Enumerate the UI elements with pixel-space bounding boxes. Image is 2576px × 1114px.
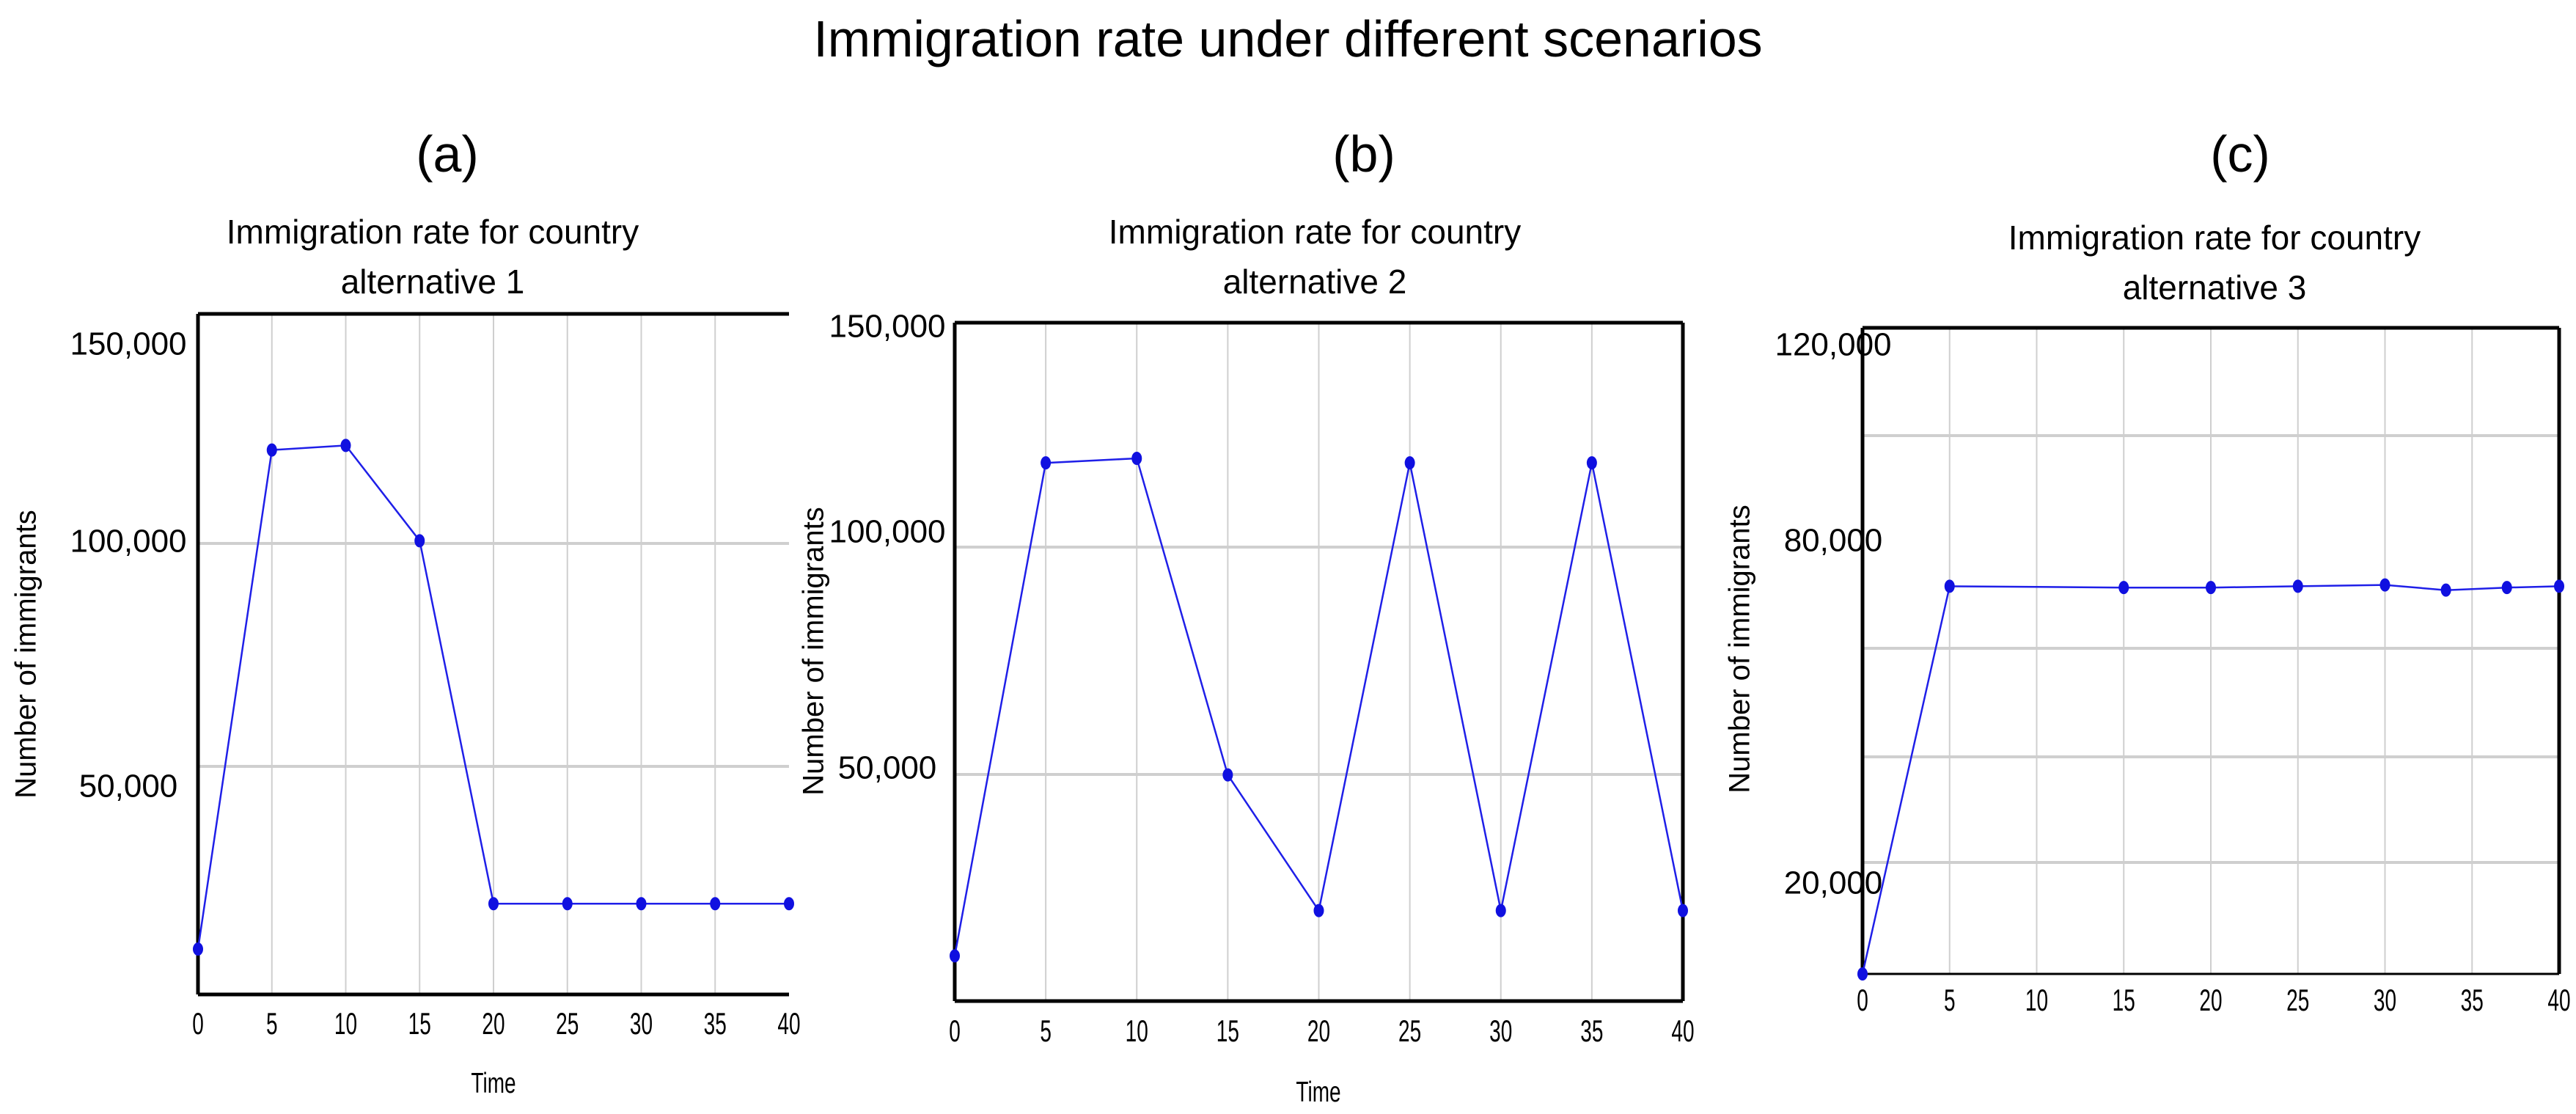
data-point: [193, 942, 203, 956]
data-point: [562, 897, 573, 911]
x-tick-label: 15: [408, 1006, 431, 1041]
x-tick-label: 30: [1489, 1014, 1512, 1048]
x-tick-label: 0: [1857, 983, 1868, 1017]
y-tick-label: 20,000: [1784, 865, 1883, 901]
data-point: [950, 949, 960, 963]
data-point: [1678, 904, 1688, 917]
x-tick-label: 20: [482, 1006, 504, 1041]
chart-title-c-line1: Immigration rate for country: [2008, 219, 2421, 257]
x-tick-label: 30: [630, 1006, 653, 1041]
data-point: [1944, 579, 1955, 593]
y-tick-label: 150,000: [829, 309, 945, 345]
x-axis-label: Time: [471, 1067, 515, 1099]
chart-a: 0 5 10 15 20 25 30 35 40 150,000 100,000 50,000 Numb…: [10, 312, 801, 1099]
data-point: [2440, 583, 2451, 597]
chart-c: 0 5 10 15 20 25 30 35 40 120,000 80,000 20,000 Numbe…: [1724, 326, 2571, 1017]
data-point: [1586, 456, 1597, 470]
chart-title-b-line2: alternative 2: [1222, 263, 1407, 301]
data-point: [1857, 967, 1868, 981]
x-tick-label: 40: [2547, 983, 2570, 1017]
x-tick-label: 25: [1398, 1014, 1421, 1048]
data-point: [340, 439, 351, 452]
y-tick-label: 50,000: [838, 750, 937, 786]
x-tick-label: 40: [777, 1006, 800, 1041]
data-point: [710, 897, 721, 911]
x-tick-label: 35: [1580, 1014, 1603, 1048]
data-point: [1131, 452, 1142, 465]
data-point: [2206, 581, 2216, 595]
y-tick-label: 50,000: [79, 769, 178, 805]
data-point: [2501, 581, 2512, 595]
panel-label-c: (c): [2210, 125, 2270, 183]
chart-title-c-line2: alternative 3: [2122, 268, 2307, 307]
data-point: [2379, 578, 2390, 592]
data-point: [2554, 579, 2564, 593]
data-point: [414, 534, 425, 548]
data-point: [1041, 456, 1052, 470]
y-tick-label: 80,000: [1784, 523, 1883, 559]
y-axis-label: Number of immigrants: [1724, 505, 1756, 793]
data-point: [1222, 768, 1233, 782]
x-tick-label: 5: [266, 1006, 278, 1041]
x-tick-label: 10: [334, 1006, 357, 1041]
chart-title-a-line2: alternative 1: [340, 263, 525, 301]
data-point: [1495, 904, 1506, 917]
y-tick-label: 120,000: [1775, 327, 1891, 363]
x-tick-label: 10: [1126, 1014, 1148, 1048]
y-tick-label: 100,000: [70, 524, 186, 560]
x-tick-label: 35: [704, 1006, 727, 1041]
figure-title: Immigration rate under different scenari…: [813, 10, 1763, 67]
x-tick-label: 25: [556, 1006, 579, 1041]
x-tick-label: 10: [2025, 983, 2048, 1017]
data-point: [2292, 579, 2303, 593]
y-tick-label: 150,000: [70, 326, 186, 362]
x-tick-label: 40: [1671, 1014, 1694, 1048]
chart-title-c: Immigration rate for country alternative…: [1885, 213, 2544, 312]
chart-title-b: Immigration rate for country alternative…: [985, 207, 1645, 307]
x-tick-label: 25: [2286, 983, 2309, 1017]
x-tick-label: 20: [2199, 983, 2222, 1017]
x-axis-label: Time: [1296, 1076, 1340, 1108]
data-point: [1313, 904, 1324, 917]
y-tick-label: 100,000: [829, 514, 945, 550]
panel-label-a: (a): [416, 125, 479, 183]
x-tick-label: 15: [2113, 983, 2135, 1017]
chart-title-a-line1: Immigration rate for country: [226, 213, 639, 251]
data-point: [636, 897, 647, 911]
chart-title-b-line1: Immigration rate for country: [1108, 213, 1522, 251]
x-tick-label: 35: [2461, 983, 2484, 1017]
chart-b: 0 5 10 15 20 25 30 35 40 150,000 100,000 50,000Numb…: [798, 309, 1695, 1109]
data-point: [784, 897, 794, 911]
x-tick-label: 20: [1307, 1014, 1330, 1048]
data-point: [1404, 456, 1415, 470]
data-point: [2118, 581, 2129, 595]
x-tick-label: 5: [1944, 983, 1956, 1017]
y-axis-label: Number of immigrants: [10, 510, 43, 798]
data-point: [266, 443, 277, 457]
x-tick-label: 30: [2374, 983, 2396, 1017]
chart-title-a: Immigration rate for country alternative…: [103, 207, 763, 307]
y-axis-label: Number of immigrants: [798, 507, 830, 795]
x-tick-label: 15: [1217, 1014, 1239, 1048]
x-tick-label: 5: [1040, 1014, 1052, 1048]
x-tick-label: 0: [192, 1006, 204, 1041]
data-point: [488, 897, 499, 911]
x-tick-label: 0: [949, 1014, 961, 1048]
panel-label-b: (b): [1332, 125, 1395, 183]
